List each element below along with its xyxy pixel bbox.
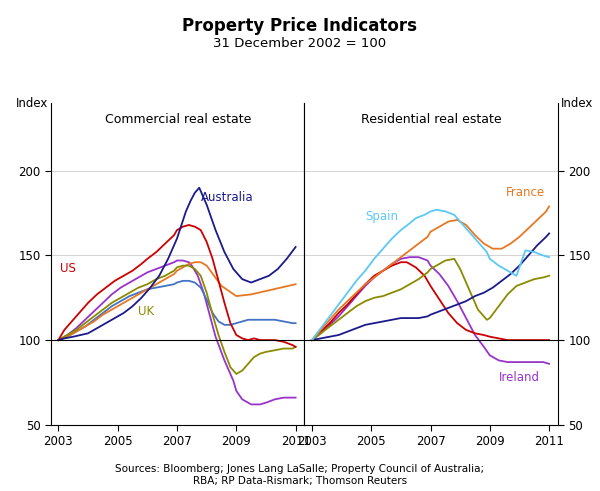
Text: Property Price Indicators: Property Price Indicators xyxy=(182,17,418,35)
Text: Residential real estate: Residential real estate xyxy=(361,113,502,126)
Text: Spain: Spain xyxy=(365,210,398,223)
Text: France: France xyxy=(506,186,545,199)
Text: Australia: Australia xyxy=(201,191,253,204)
Text: Sources: Bloomberg; Jones Lang LaSalle; Property Council of Australia;
RBA; RP D: Sources: Bloomberg; Jones Lang LaSalle; … xyxy=(115,464,485,486)
Text: UK: UK xyxy=(139,305,155,318)
Y-axis label: Index: Index xyxy=(16,97,49,109)
Text: Commercial real estate: Commercial real estate xyxy=(104,113,251,126)
Text: Ireland: Ireland xyxy=(499,371,540,383)
Y-axis label: Index: Index xyxy=(560,97,593,109)
Text: US: US xyxy=(60,262,76,275)
Text: 31 December 2002 = 100: 31 December 2002 = 100 xyxy=(214,37,386,50)
